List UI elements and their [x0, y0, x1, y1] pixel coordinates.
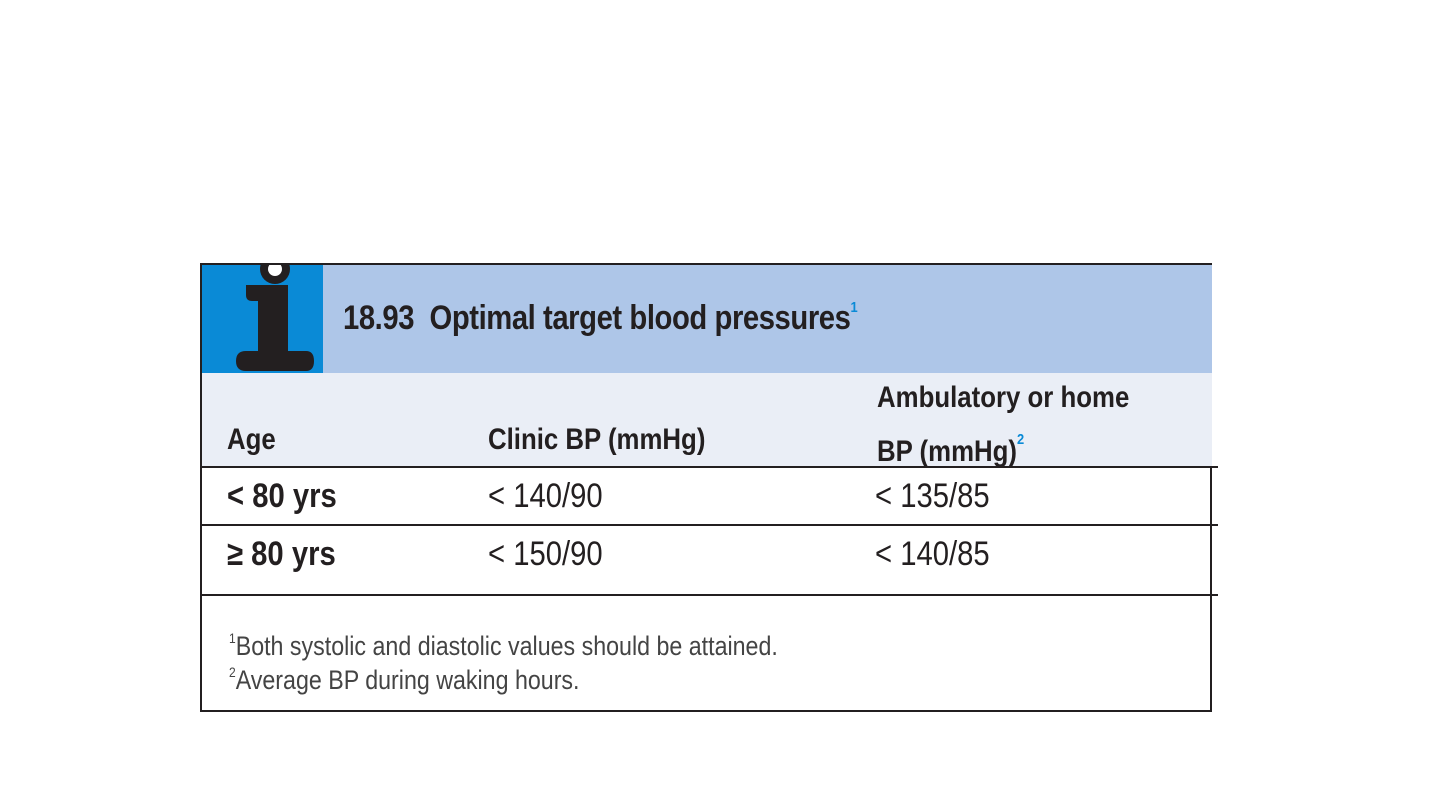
box-number: 18.93 — [343, 299, 415, 337]
footnote-1: 1Both systolic and diastolic values shou… — [229, 620, 778, 664]
header-divider — [202, 466, 1218, 468]
box-title: 18.93 Optimal target blood pressures1 — [343, 299, 858, 338]
row-age: < 80 yrs — [227, 477, 337, 515]
info-box: 18.93 Optimal target blood pressures1 Age… — [200, 254, 1218, 712]
footnote-text: Both systolic and diastolic values shoul… — [235, 631, 778, 661]
box-title-text: Optimal target blood pressures — [429, 299, 851, 337]
info-icon — [202, 254, 323, 373]
row-divider — [202, 524, 1218, 526]
info-icon-glyph — [236, 254, 314, 371]
footnote-mark: 1 — [229, 630, 236, 646]
title-footnote-mark: 1 — [850, 299, 858, 316]
column-header-age: Age — [227, 423, 276, 456]
title-bar: 18.93 Optimal target blood pressures1 — [202, 254, 1212, 373]
column-header-ambulatory-line2: BP (mmHg)2 — [877, 419, 1129, 473]
footnote-2: 2Average BP during waking hours. — [229, 654, 580, 698]
row-clinic: < 140/90 — [488, 477, 603, 515]
column-header-ambulatory-line1: Ambulatory or home — [877, 381, 1130, 414]
footnote-mark: 2 — [229, 664, 236, 680]
row-ambulatory: < 140/85 — [875, 535, 990, 573]
column-header-ambulatory-text: BP (mmHg) — [877, 435, 1018, 468]
ambulatory-footnote-mark: 2 — [1017, 431, 1025, 448]
column-header-clinic: Clinic BP (mmHg) — [488, 423, 706, 456]
column-header-ambulatory: Ambulatory or home BP (mmHg)2 — [877, 377, 1129, 473]
row-ambulatory: < 135/85 — [875, 477, 990, 515]
row-age: ≥ 80 yrs — [227, 535, 336, 573]
row-clinic: < 150/90 — [488, 535, 603, 573]
table-header: Age Clinic BP (mmHg) Ambulatory or home … — [202, 373, 1212, 468]
footnote-divider — [202, 594, 1218, 596]
footnote-text: Average BP during waking hours. — [235, 665, 580, 695]
